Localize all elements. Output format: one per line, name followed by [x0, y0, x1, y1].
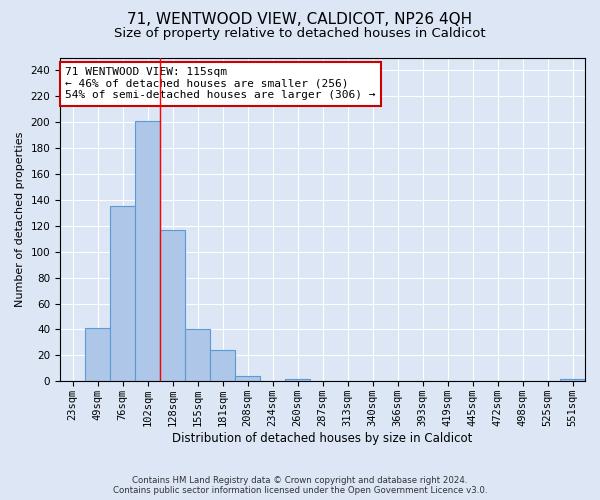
Bar	[210, 350, 235, 382]
Bar	[185, 330, 210, 382]
Text: 71, WENTWOOD VIEW, CALDICOT, NP26 4QH: 71, WENTWOOD VIEW, CALDICOT, NP26 4QH	[127, 12, 473, 28]
X-axis label: Distribution of detached houses by size in Caldicot: Distribution of detached houses by size …	[172, 432, 473, 445]
Bar	[135, 121, 160, 382]
Bar	[85, 328, 110, 382]
Bar	[235, 376, 260, 382]
Text: 71 WENTWOOD VIEW: 115sqm
← 46% of detached houses are smaller (256)
54% of semi-: 71 WENTWOOD VIEW: 115sqm ← 46% of detach…	[65, 67, 376, 100]
Bar	[160, 230, 185, 382]
Bar	[285, 378, 310, 382]
Text: Contains HM Land Registry data © Crown copyright and database right 2024.
Contai: Contains HM Land Registry data © Crown c…	[113, 476, 487, 495]
Bar	[110, 206, 135, 382]
Y-axis label: Number of detached properties: Number of detached properties	[15, 132, 25, 307]
Bar	[560, 378, 585, 382]
Text: Size of property relative to detached houses in Caldicot: Size of property relative to detached ho…	[114, 28, 486, 40]
